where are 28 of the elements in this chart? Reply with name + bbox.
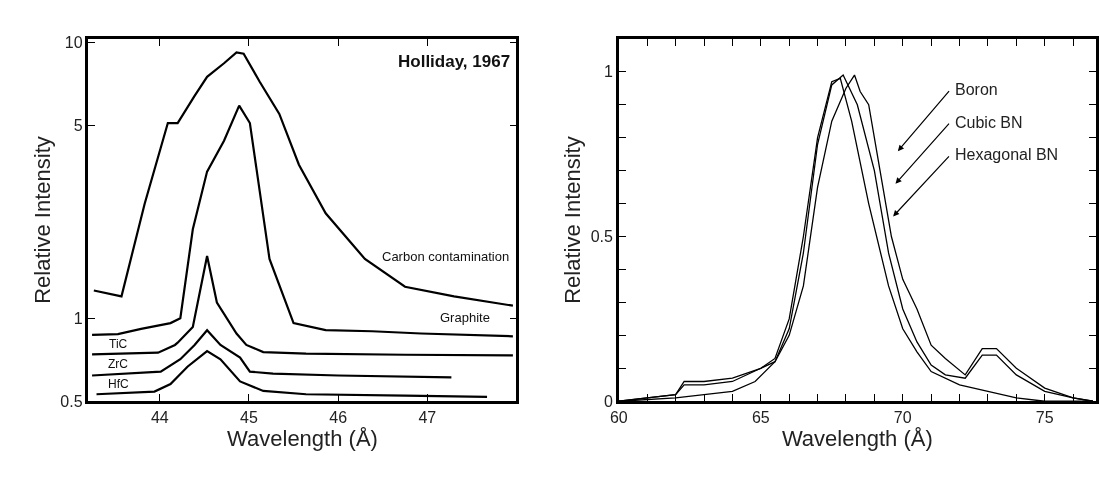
- annotation: HfC: [108, 377, 129, 391]
- x-tick-label: 75: [1035, 409, 1054, 427]
- x-axis-title: Wavelength (Å): [227, 426, 378, 452]
- y-tick-label: 0.5: [60, 392, 83, 410]
- annotation: Graphite: [440, 310, 490, 325]
- y-tick-label: 1: [73, 309, 83, 327]
- annotation: Cubic BN: [955, 114, 1023, 131]
- annotation: Hexagonal BN: [955, 146, 1059, 163]
- annotation: TiC: [109, 337, 128, 351]
- y-tick-label: 1: [603, 63, 613, 81]
- x-tick-label: 45: [240, 409, 258, 427]
- y-tick-label: 0: [603, 392, 613, 410]
- x-tick-label: 46: [329, 409, 348, 427]
- x-tick-label: 44: [150, 409, 169, 427]
- x-tick-label: 70: [893, 409, 912, 427]
- y-tick-label: 5: [73, 117, 83, 134]
- y-axis-title: Relative Intensity: [30, 136, 56, 304]
- x-tick-label: 65: [751, 409, 770, 427]
- y-tick-label: 0.5: [590, 228, 613, 246]
- annotation: ZrC: [108, 357, 129, 371]
- annotation: Holliday, 1967: [398, 52, 511, 71]
- annotation: Carbon contamination: [382, 249, 510, 264]
- x-tick-label: 47: [418, 409, 437, 427]
- annotation: Boron: [955, 81, 998, 98]
- x-tick-label: 60: [609, 409, 628, 427]
- y-tick-label: 10: [64, 33, 83, 51]
- x-axis-title: Wavelength (Å): [781, 426, 933, 452]
- y-axis-title: Relative Intensity: [560, 136, 586, 304]
